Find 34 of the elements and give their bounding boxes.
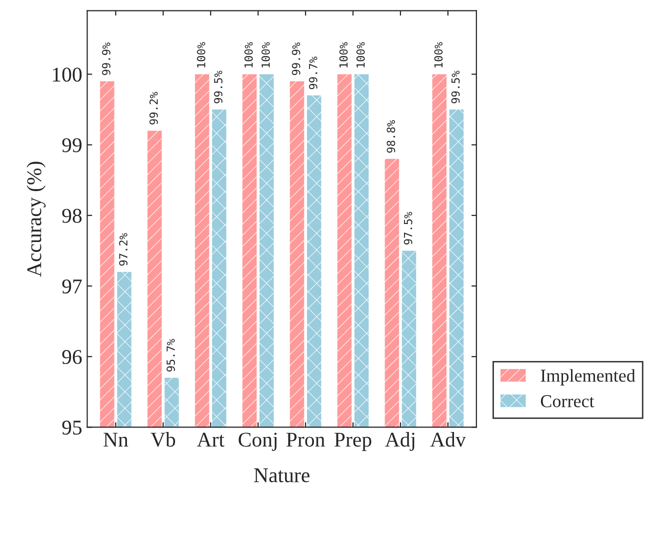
data-label: 98.8%	[386, 120, 396, 153]
data-label: 99.9%	[292, 42, 300, 76]
x-axis-title: Nature	[254, 468, 310, 482]
x-tick-label: Conj	[238, 432, 277, 451]
data-label: 99.2%	[149, 92, 158, 124]
x-tick-label: Nn	[104, 432, 128, 447]
y-tick-label: 95	[62, 420, 82, 435]
data-label: 99.5%	[451, 70, 460, 104]
data-label: 100%	[356, 42, 365, 68]
y-tick-label: 98	[62, 208, 82, 223]
data-label: 100%	[339, 42, 348, 68]
legend-label: Implemented	[540, 369, 636, 386]
y-tick-label: 97	[62, 279, 82, 294]
x-tick-label: Adv	[430, 432, 466, 447]
y-tick-label: 99	[62, 138, 82, 152]
data-label: 97.2%	[119, 233, 128, 266]
data-label: 100%	[196, 42, 206, 68]
data-label: 100%	[434, 42, 443, 68]
x-tick-label: Prep	[334, 432, 372, 451]
x-tick-label: Vb	[150, 432, 176, 447]
data-label: 100%	[261, 42, 270, 68]
x-tick-label: Art	[196, 432, 224, 447]
data-label: 99.7%	[308, 56, 318, 90]
y-axis-title: Accuracy (%)	[26, 162, 46, 277]
y-tick-label: 96	[62, 350, 82, 364]
data-label: 99.5%	[214, 70, 222, 104]
legend-label: Correct	[540, 395, 594, 408]
data-label: 99.9%	[102, 42, 110, 76]
x-tick-label: Adj	[385, 432, 414, 451]
y-tick-label: 100	[52, 68, 82, 82]
x-tick-label: Pron	[286, 432, 325, 447]
data-label: 100%	[244, 42, 253, 68]
data-label: 95.7%	[166, 338, 175, 372]
data-label: 97.5%	[404, 212, 412, 244]
